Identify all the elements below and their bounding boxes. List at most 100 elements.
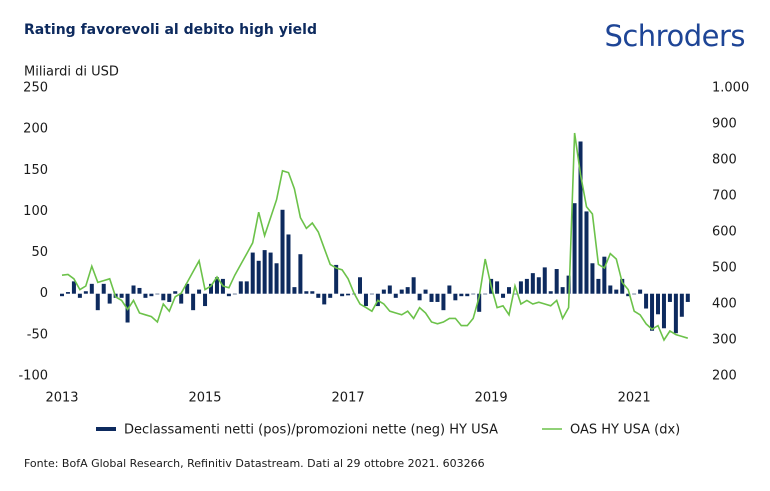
bar bbox=[387, 285, 392, 294]
y2-tick-label: 700 bbox=[712, 189, 737, 204]
bar bbox=[477, 293, 482, 312]
bar bbox=[101, 283, 106, 294]
bar bbox=[572, 203, 577, 294]
bar bbox=[447, 285, 452, 294]
x-tick-label: 2015 bbox=[188, 391, 221, 406]
y-tick-label: -50 bbox=[27, 327, 48, 342]
bar bbox=[590, 263, 595, 294]
bar bbox=[155, 293, 160, 295]
bar bbox=[459, 293, 464, 297]
bar bbox=[286, 234, 291, 294]
y-tick-label: 100 bbox=[23, 204, 48, 219]
bar bbox=[280, 209, 285, 294]
y-tick-label: -100 bbox=[18, 369, 48, 384]
bar bbox=[417, 293, 422, 301]
y-axis-label: Miliardi di USD bbox=[24, 65, 119, 80]
bar bbox=[411, 277, 416, 294]
bar bbox=[77, 293, 82, 298]
y-tick-label: 200 bbox=[23, 122, 48, 137]
bar bbox=[578, 141, 583, 294]
line bbox=[61, 132, 689, 342]
y-tick-label: 0 bbox=[40, 286, 48, 301]
bar bbox=[548, 291, 553, 294]
bar bbox=[656, 293, 660, 315]
bar bbox=[602, 256, 607, 294]
bar bbox=[471, 293, 476, 295]
y2-tick-label: 800 bbox=[712, 153, 737, 168]
bar bbox=[185, 283, 190, 294]
bar bbox=[298, 254, 303, 294]
x-tick-label: 2021 bbox=[618, 391, 651, 406]
y2-tick-label: 1.000 bbox=[712, 81, 749, 96]
bar bbox=[292, 287, 297, 294]
bar bbox=[685, 293, 690, 302]
bar bbox=[197, 289, 202, 294]
legend-label: OAS HY USA (dx) bbox=[570, 423, 680, 438]
bar bbox=[131, 285, 136, 294]
bar bbox=[483, 293, 488, 295]
bar bbox=[530, 273, 535, 294]
bar bbox=[632, 293, 637, 295]
bar bbox=[512, 293, 517, 295]
logo: Schroders bbox=[604, 19, 745, 53]
bar bbox=[429, 293, 434, 302]
bar bbox=[107, 293, 112, 304]
chart-title: Rating favorevoli al debito high yield bbox=[24, 22, 317, 38]
bar bbox=[119, 293, 124, 298]
x-tick-label: 2019 bbox=[475, 391, 508, 406]
bar bbox=[268, 252, 273, 294]
bar bbox=[143, 293, 148, 298]
bar bbox=[149, 293, 154, 297]
source: Fonte: BofA Global Research, Refinitiv D… bbox=[24, 457, 485, 470]
bar bbox=[423, 289, 428, 294]
bar bbox=[560, 287, 565, 294]
y2-tick-label: 200 bbox=[712, 369, 737, 384]
y-tick-label: 250 bbox=[23, 81, 48, 96]
bar bbox=[71, 281, 76, 294]
bar bbox=[638, 289, 643, 294]
bar bbox=[137, 287, 142, 294]
bar bbox=[614, 289, 619, 294]
bar bbox=[310, 291, 315, 294]
bar bbox=[518, 281, 523, 294]
bar bbox=[363, 293, 368, 307]
bar bbox=[83, 291, 88, 294]
bar bbox=[334, 264, 339, 294]
bar bbox=[346, 293, 351, 296]
bar bbox=[322, 293, 327, 305]
bar bbox=[554, 269, 559, 294]
bar bbox=[524, 278, 529, 294]
bar bbox=[226, 293, 231, 297]
bar bbox=[95, 293, 100, 311]
bar bbox=[584, 211, 589, 294]
bar bbox=[256, 260, 261, 294]
bar bbox=[304, 291, 309, 294]
bar bbox=[232, 293, 237, 295]
bar bbox=[435, 293, 440, 302]
bar bbox=[214, 277, 219, 294]
y2-tick-label: 400 bbox=[712, 297, 737, 312]
bar bbox=[381, 289, 386, 294]
bar bbox=[191, 293, 196, 311]
bar bbox=[209, 283, 213, 294]
bar bbox=[596, 278, 601, 294]
bar bbox=[507, 287, 511, 294]
bar bbox=[340, 293, 345, 297]
bar bbox=[393, 293, 398, 298]
bar bbox=[238, 281, 243, 294]
y2-tick-label: 900 bbox=[712, 117, 737, 132]
bar bbox=[262, 250, 267, 294]
bar bbox=[89, 283, 94, 294]
bar bbox=[608, 285, 613, 294]
bar bbox=[620, 278, 625, 294]
bar bbox=[358, 277, 362, 294]
bar bbox=[542, 267, 547, 294]
bar bbox=[536, 277, 541, 294]
x-tick-label: 2013 bbox=[45, 391, 78, 406]
bar bbox=[661, 293, 666, 329]
bar bbox=[274, 263, 279, 294]
x-tick-label: 2017 bbox=[332, 391, 365, 406]
bar bbox=[161, 293, 166, 301]
legend-label: Declassamenti netti (pos)/promozioni net… bbox=[124, 423, 498, 438]
bar bbox=[369, 293, 374, 295]
